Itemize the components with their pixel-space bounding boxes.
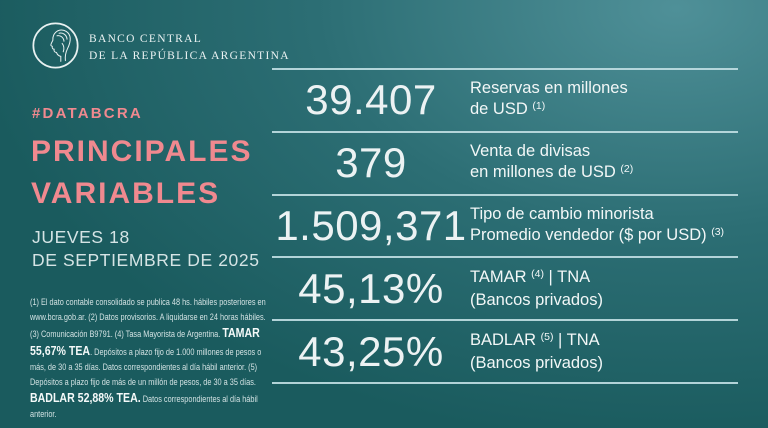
metric-label-line2: Promedio vendedor ($ por USD) (3) (470, 225, 725, 244)
page-title: PRINCIPALES VARIABLES (31, 131, 252, 215)
metrics-panel: 39.407 Reservas en millones de USD (1) 3… (272, 68, 738, 384)
metric-label: BADLAR (5) | TNA (Bancos privados) (470, 330, 603, 374)
metric-row-venta-divisas: 379 Venta de divisas en millones de USD … (272, 133, 738, 194)
metric-label-line2: (Bancos privados) (470, 290, 603, 309)
report-date-line2: DE SEPTIEMBRE DE 2025 (32, 250, 260, 270)
metric-label-line1: Venta de divisas (470, 142, 591, 161)
divider (272, 193, 738, 196)
divider (272, 256, 738, 259)
divider (272, 381, 738, 384)
metric-label: TAMAR (4) | TNA (Bancos privados) (470, 267, 603, 311)
divider (272, 68, 738, 70)
bank-name: BANCO CENTRAL DE LA REPÚBLICA ARGENTINA (89, 31, 290, 64)
liberty-medallion-icon (31, 21, 80, 70)
report-date-line1: JUEVES 18 (32, 227, 130, 247)
metric-value: 43,25% (298, 327, 444, 375)
page-title-line1: PRINCIPALES (31, 135, 253, 168)
metric-label-line2: de USD (1) (470, 100, 546, 119)
metric-label-line1: BADLAR (5) | TNA (470, 330, 600, 349)
bank-name-line1: BANCO CENTRAL (89, 33, 203, 45)
divider (272, 130, 738, 133)
metric-label-line2: en millones de USD (2) (470, 163, 634, 182)
metric-label: Tipo de cambio minorista Promedio vended… (470, 204, 724, 248)
metric-row-tipo-cambio: 1.509,371 Tipo de cambio minorista Prome… (272, 196, 738, 257)
metric-label: Venta de divisas en millones de USD (2) (470, 141, 633, 185)
metric-label-line1: Reservas en millones (470, 79, 628, 98)
metric-label-line1: TAMAR (4) | TNA (470, 267, 591, 286)
metric-label: Reservas en millones de USD (1) (470, 78, 628, 122)
footnotes: (1) El dato contable consolidado se publ… (30, 297, 266, 420)
hashtag-databcra: #DATABCRA (32, 105, 143, 122)
metric-label-line2: (Bancos privados) (470, 353, 603, 372)
metric-value: 39.407 (305, 76, 437, 124)
metric-row-badlar: 43,25% BADLAR (5) | TNA (Bancos privados… (272, 321, 738, 382)
divider (272, 319, 738, 322)
metric-row-reservas: 39.407 Reservas en millones de USD (1) (272, 70, 738, 131)
report-date: JUEVES 18 DE SEPTIEMBRE DE 2025 (32, 226, 260, 272)
metric-value: 379 (335, 139, 407, 187)
metric-value: 1.509,371 (275, 201, 467, 249)
bcra-logo (31, 21, 80, 70)
bank-name-line2: DE LA REPÚBLICA ARGENTINA (89, 49, 290, 62)
metric-row-tamar: 45,13% TAMAR (4) | TNA (Bancos privados) (272, 258, 738, 319)
page-title-line2: VARIABLES (31, 177, 221, 210)
metric-label-line1: Tipo de cambio minorista (470, 204, 654, 223)
metric-value: 45,13% (298, 264, 444, 312)
